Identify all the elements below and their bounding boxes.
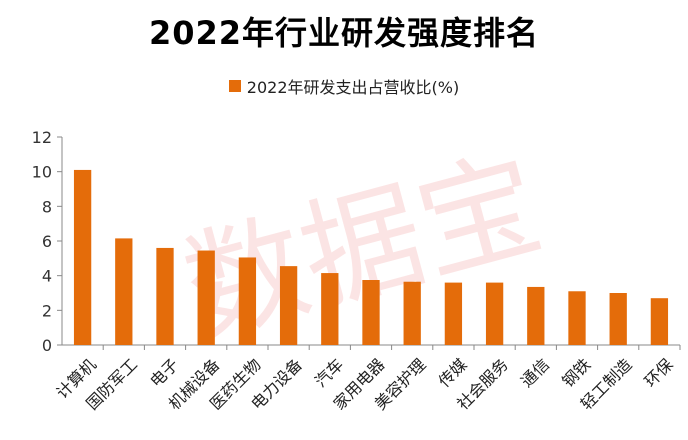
- bar: [485, 282, 504, 345]
- legend: 2022年研发支出占营收比(%): [0, 74, 688, 98]
- y-tick-label: 2: [42, 301, 52, 320]
- bar: [279, 266, 298, 345]
- legend-swatch: [228, 80, 241, 92]
- x-category-label: 通信: [517, 355, 553, 391]
- y-tick-label: 0: [42, 336, 52, 355]
- x-category-label: 传媒: [435, 355, 471, 391]
- y-tick-label: 10: [32, 163, 52, 182]
- bar: [527, 286, 545, 345]
- bar: [403, 281, 421, 345]
- y-tick-label: 8: [42, 197, 52, 216]
- bar: [115, 238, 133, 345]
- bar: [650, 298, 669, 345]
- bar: [568, 291, 586, 345]
- chart-title: 2022年行业研发强度排名: [148, 14, 540, 52]
- legend-label: 2022年研发支出占营收比(%): [246, 78, 460, 97]
- bar: [609, 293, 627, 345]
- x-category-label: 环保: [641, 355, 677, 391]
- bar: [73, 169, 92, 345]
- x-category-label: 钢铁: [558, 355, 594, 391]
- y-tick-label: 12: [32, 128, 52, 147]
- bar: [362, 280, 380, 345]
- bar: [156, 247, 174, 345]
- y-tick-label: 4: [42, 267, 52, 286]
- bar: [197, 250, 215, 345]
- y-tick-label: 6: [42, 232, 52, 251]
- bar: [444, 282, 463, 345]
- x-category-label: 电子: [146, 355, 182, 391]
- bar: [321, 273, 339, 345]
- bar: [238, 257, 257, 345]
- x-category-label: 汽车: [311, 355, 347, 391]
